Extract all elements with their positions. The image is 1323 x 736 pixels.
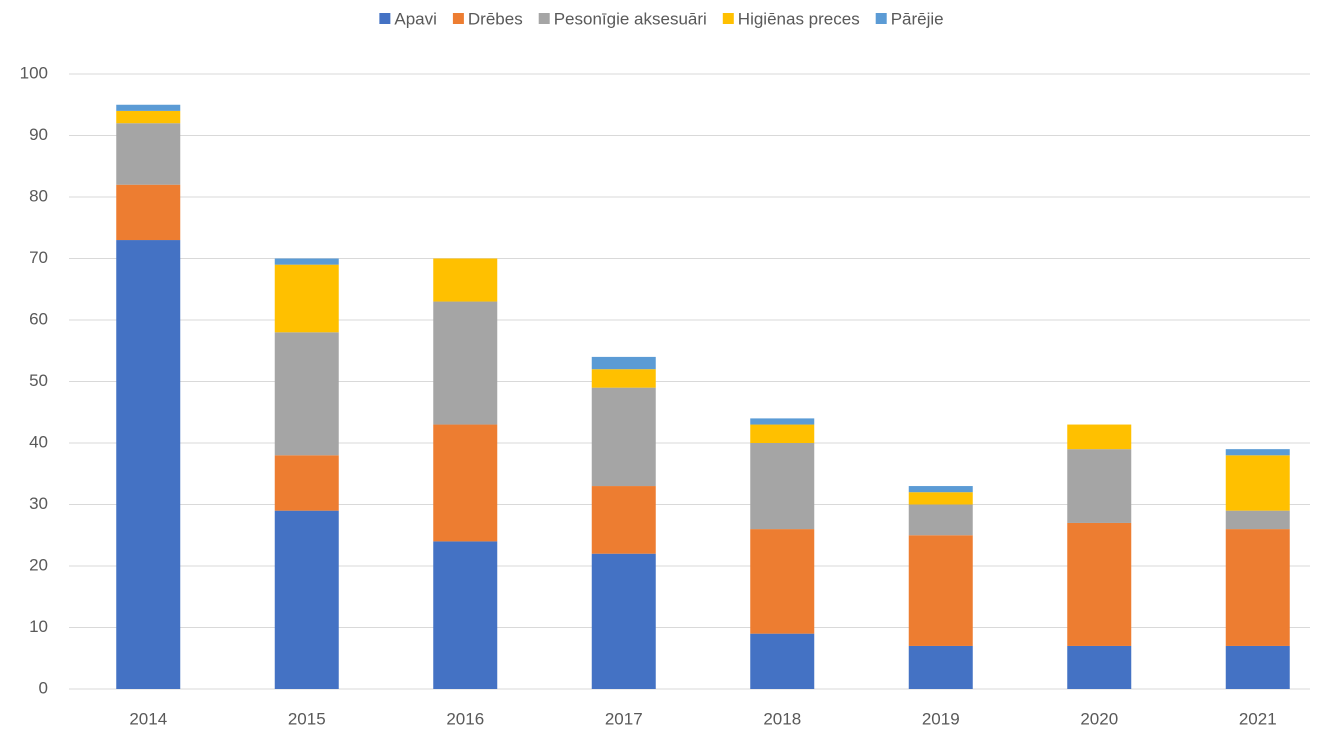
- y-tick-label: 100: [20, 63, 48, 82]
- bar-segment: [274, 455, 339, 511]
- bar-segment: [116, 184, 181, 241]
- x-tick-label: 2017: [605, 709, 643, 728]
- bar-segment: [1225, 645, 1290, 689]
- bar-segment: [908, 492, 973, 505]
- bar-segment: [1225, 449, 1290, 456]
- legend-label: Pesonīgie aksesuāri: [554, 9, 707, 28]
- bar-segment: [116, 110, 181, 124]
- bar-segment: [591, 486, 656, 554]
- bar-segment: [1067, 645, 1132, 689]
- y-tick-label: 90: [29, 125, 48, 144]
- bar-segment: [433, 424, 498, 542]
- bar-segment: [908, 504, 973, 536]
- legend-label: Higiēnas preces: [738, 9, 860, 28]
- bar-segment: [1067, 449, 1132, 523]
- x-tick-label: 2021: [1239, 709, 1277, 728]
- y-tick-label: 60: [29, 309, 48, 328]
- x-tick-label: 2020: [1080, 709, 1118, 728]
- bar-segment: [908, 645, 973, 689]
- x-tick-label: 2014: [129, 709, 167, 728]
- bar-segment: [591, 387, 656, 487]
- x-tick-label: 2018: [763, 709, 801, 728]
- bar-segment: [116, 240, 181, 690]
- legend-label: Apavi: [394, 9, 437, 28]
- legend-swatch: [538, 13, 550, 24]
- bar-segment: [908, 535, 973, 646]
- bar-segment: [1225, 510, 1290, 530]
- bar-segment: [274, 332, 339, 456]
- legend-swatch: [452, 13, 464, 24]
- bar-segment: [433, 258, 498, 302]
- bar-segment: [274, 510, 339, 689]
- bar-segment: [750, 443, 815, 530]
- y-tick-label: 30: [29, 494, 48, 513]
- bar-segment: [433, 541, 498, 689]
- legend-label: Drēbes: [468, 9, 523, 28]
- x-tick-label: 2015: [288, 709, 326, 728]
- bar-segment: [591, 356, 656, 370]
- bar-segment: [908, 486, 973, 493]
- legend-label: Pārējie: [891, 9, 944, 28]
- x-tick-label: 2016: [446, 709, 484, 728]
- y-tick-label: 80: [29, 186, 48, 205]
- bar-segment: [1067, 424, 1132, 450]
- bar-segment: [1225, 529, 1290, 646]
- bar-segment: [116, 123, 181, 185]
- bar-segment: [750, 424, 815, 443]
- bar-segment: [274, 264, 339, 333]
- bar-segment: [591, 553, 656, 689]
- bar-segment: [116, 104, 181, 111]
- x-tick-label: 2019: [922, 709, 960, 728]
- y-tick-label: 40: [29, 432, 48, 451]
- bar-segment: [1067, 522, 1132, 646]
- bar-segment: [1225, 455, 1290, 511]
- bar-segment: [750, 418, 815, 425]
- bar-segment: [750, 529, 815, 634]
- bar-segment: [591, 369, 656, 388]
- y-tick-label: 10: [29, 617, 48, 636]
- y-tick-label: 70: [29, 248, 48, 267]
- y-tick-label: 50: [29, 371, 48, 390]
- bar-segment: [274, 258, 339, 265]
- legend-swatch: [875, 13, 887, 24]
- bar-segment: [433, 301, 498, 425]
- legend-swatch: [379, 13, 391, 24]
- y-tick-label: 0: [39, 678, 48, 697]
- legend-swatch: [722, 13, 734, 24]
- y-tick-label: 20: [29, 555, 48, 574]
- bar-segment: [750, 633, 815, 689]
